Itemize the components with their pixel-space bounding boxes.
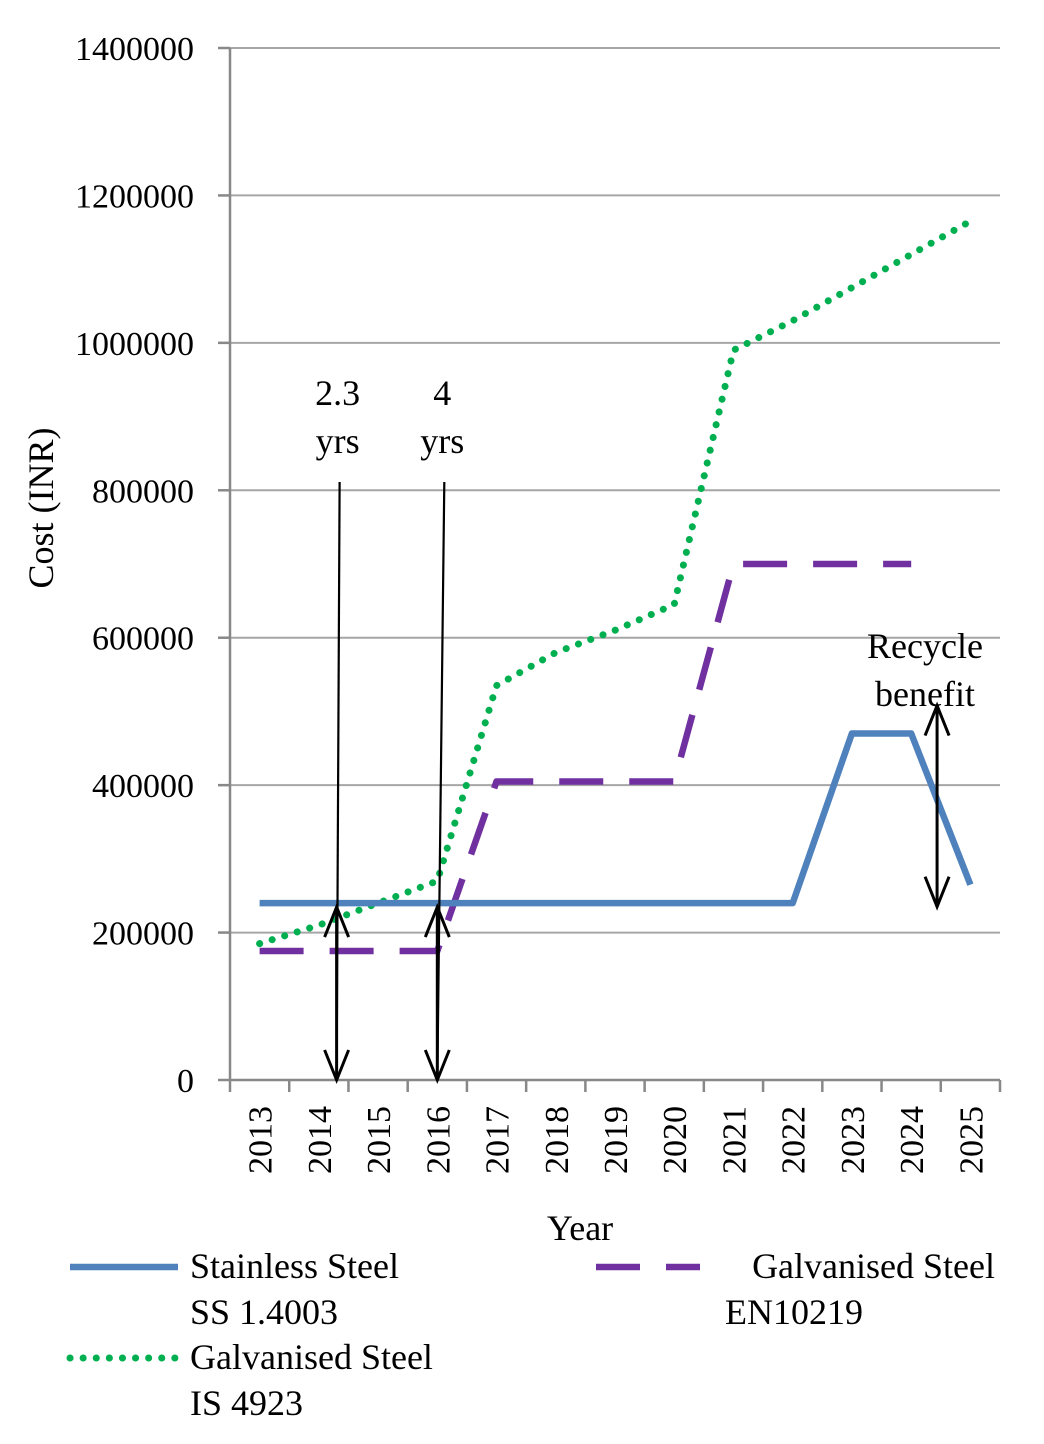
annotation-arrowhead-down-payback-1 [323,1049,351,1085]
x-tick-label-2024: 2024 [894,1106,931,1174]
legend: Stainless Steel SS 1.4003 Galvanised Steel… [66,1246,995,1423]
annotation-arrowhead-down-recycle [923,876,951,911]
annotation-label-payback-1-line-2: yrs [316,421,360,461]
series-line-galvanised-steel-en10219 [259,560,912,955]
y-axis-label: Cost (INR) [21,428,61,589]
series-group [256,217,974,955]
series-line-stainless-steel-ss-1-4003 [259,730,974,907]
y-tick-label-600000: 600000 [92,621,194,658]
x-axis-label: Year [547,1208,613,1248]
y-tick-label-1200000: 1200000 [75,178,194,215]
x-tick-label-2015: 2015 [361,1106,398,1174]
annotation-label-recycle-line-2: benefit [875,674,975,714]
x-tick-label-2017: 2017 [480,1106,517,1174]
annotation-arrowhead-up-payback-2 [423,903,451,938]
x-tick-label-2021: 2021 [716,1106,753,1174]
gridlines [230,47,1000,934]
y-tick-label-200000: 200000 [92,916,194,953]
annotation-label-recycle-line-1: Recycle [867,626,983,666]
legend-label-galvanised-steel-en10219-line-1: Galvanised Steel [752,1246,995,1286]
annotation-arrowhead-up-payback-1 [323,903,351,938]
y-tick-label-0: 0 [177,1063,194,1100]
y-axis-ticks: 0 200000 400000 600000 800000 1000000 1200000 1… [75,31,230,1100]
x-tick-label-2023: 2023 [835,1106,872,1174]
x-tick-label-2022: 2022 [776,1106,813,1174]
y-tick-label-800000: 800000 [92,473,194,510]
legend-label-stainless-steel-ss-1-4003-line-1: Stainless Steel [190,1246,399,1286]
y-tick-label-1000000: 1000000 [75,326,194,363]
y-tick-label-1400000: 1400000 [75,31,194,68]
legend-label-galvanised-steel-is-4923-line-2: IS 4923 [190,1383,303,1423]
x-tick-label-2013: 2013 [243,1106,280,1174]
legend-label-galvanised-steel-is-4923-line-1: Galvanised Steel [190,1337,433,1377]
x-tick-label-2025: 2025 [953,1106,990,1174]
annotation-label-payback-2-line-2: yrs [420,421,464,461]
legend-label-galvanised-steel-en10219-line-2: EN10219 [725,1292,863,1332]
annotation-label-payback-1-line-1: 2.3 [315,373,360,413]
annotation-arrowhead-down-payback-2 [423,1049,451,1085]
x-tick-label-2014: 2014 [302,1106,339,1174]
x-axis-ticks: 2013 2014 2015 2016 2017 2018 2019 2020 2021 2022… [228,1080,1002,1174]
annotation-label-payback-2-line-1: 4 [433,373,451,413]
x-tick-label-2019: 2019 [598,1106,635,1174]
x-tick-label-2016: 2016 [420,1106,457,1174]
series-line-galvanised-steel-is-4923 [256,217,974,948]
x-tick-label-2018: 2018 [539,1106,576,1174]
annotation-arrowhead-up-recycle [923,701,951,737]
y-tick-label-400000: 400000 [92,768,194,805]
annotations: 2.3 yrs 4 yrs Recycle benefit [315,373,983,1085]
x-tick-label-2020: 2020 [657,1106,694,1174]
axes [228,48,1000,1082]
legend-label-stainless-steel-ss-1-4003-line-2: SS 1.4003 [190,1292,338,1332]
